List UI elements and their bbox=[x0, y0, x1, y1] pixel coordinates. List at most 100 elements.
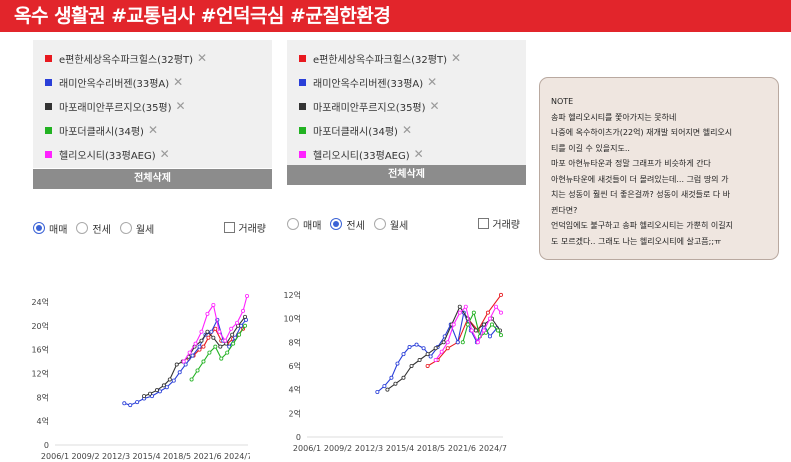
data-point bbox=[481, 322, 486, 327]
radio-dot bbox=[373, 218, 386, 230]
radio-monthly[interactable]: 월세 bbox=[119, 221, 154, 236]
clear-all-button[interactable]: 전체삭제 bbox=[287, 165, 526, 185]
data-point bbox=[495, 328, 500, 333]
data-point bbox=[445, 340, 450, 345]
radio-dot bbox=[76, 222, 89, 234]
data-point bbox=[201, 359, 206, 364]
data-point bbox=[219, 356, 224, 361]
note-line: 치는 성동이 훨씬 더 좋은걸까? 성동이 새것들로 다 바 bbox=[551, 190, 731, 199]
remove-icon[interactable]: ✕ bbox=[173, 75, 184, 89]
remove-icon[interactable]: ✕ bbox=[147, 123, 158, 137]
remove-icon[interactable]: ✕ bbox=[401, 123, 412, 137]
data-point bbox=[167, 377, 172, 382]
data-point bbox=[213, 344, 218, 349]
radio-label: 매매 bbox=[303, 220, 322, 232]
x-tick-label: 2006/1 bbox=[41, 452, 69, 461]
data-point bbox=[498, 333, 503, 338]
remove-icon[interactable]: ✕ bbox=[451, 51, 462, 65]
data-point bbox=[193, 341, 198, 346]
data-point bbox=[428, 354, 433, 359]
radio-sale[interactable]: 매매 bbox=[287, 217, 321, 232]
x-tick-label: 2021/6 bbox=[448, 444, 476, 453]
volume-checkbox[interactable] bbox=[224, 222, 236, 233]
legend-box: e편한세상옥수파크힐스(32평T) ✕ 래미안옥수리버젠(33평A) ✕ 마포래미안… bbox=[287, 40, 526, 168]
radio-sale[interactable]: 매매 bbox=[33, 221, 67, 236]
data-point bbox=[217, 329, 222, 334]
chart-panel-jeonse: e편한세상옥수파크힐스(32평T) ✕ 래미안옥수리버젠(33평A) ✕ 마포래미안… bbox=[283, 32, 537, 453]
legend-label: e편한세상옥수파크힐스(32평T) bbox=[313, 54, 447, 66]
radio-jeonse[interactable]: 전세 bbox=[330, 217, 365, 232]
data-point bbox=[197, 344, 202, 349]
data-point bbox=[190, 353, 195, 358]
legend-label: 래미안옥수리버젠(33평A) bbox=[313, 78, 424, 90]
data-point bbox=[409, 363, 414, 368]
legend-item[interactable]: e편한세상옥수파크힐스(32평T) ✕ bbox=[45, 46, 272, 70]
legend-item[interactable]: 마포래미안푸르지오(35평) ✕ bbox=[45, 94, 272, 118]
radio-dot bbox=[33, 222, 45, 234]
data-point bbox=[425, 352, 430, 357]
data-point bbox=[433, 358, 438, 363]
legend-item[interactable]: 마포래미안푸르지오(35평) ✕ bbox=[299, 94, 526, 118]
legend-item[interactable]: 마포더클래시(34평) ✕ bbox=[45, 118, 272, 142]
data-point bbox=[425, 363, 430, 368]
y-tick-label: 4억 bbox=[289, 385, 301, 395]
data-point bbox=[223, 338, 228, 343]
data-point bbox=[201, 344, 206, 349]
radio-dot bbox=[330, 218, 343, 230]
clear-all-button[interactable]: 전체삭제 bbox=[33, 169, 272, 189]
y-tick-label: 10억 bbox=[283, 314, 301, 324]
y-tick-label: 24억 bbox=[31, 297, 49, 307]
legend-item[interactable]: 래미안옥수리버젠(33평A) ✕ bbox=[45, 70, 272, 94]
radio-monthly[interactable]: 월세 bbox=[373, 217, 409, 232]
data-point bbox=[375, 390, 380, 395]
data-point bbox=[154, 388, 159, 393]
data-point bbox=[181, 359, 186, 364]
data-point bbox=[195, 368, 200, 373]
x-tick-label: 2012/3 bbox=[355, 444, 383, 453]
x-tick-label: 2021/6 bbox=[194, 452, 222, 461]
data-point bbox=[135, 400, 140, 405]
remove-icon[interactable]: ✕ bbox=[175, 99, 186, 113]
legend-box: e편한세상옥수파크힐스(32평T) ✕ 래미안옥수리버젠(33평A) ✕ 마포래미안… bbox=[33, 40, 272, 168]
remove-icon[interactable]: ✕ bbox=[159, 147, 170, 161]
legend-item[interactable]: e편한세상옥수파크힐스(32평T) ✕ bbox=[299, 46, 526, 70]
remove-icon[interactable]: ✕ bbox=[413, 147, 424, 161]
x-tick-label: 2024/7 bbox=[479, 444, 507, 453]
note-box: NOTE 송파 헬리오시티를 쫓아가지는 못하네 나중에 옥수하이츠가(22억)… bbox=[539, 77, 779, 260]
data-point bbox=[211, 335, 216, 340]
legend-swatch bbox=[45, 78, 52, 86]
data-point bbox=[225, 350, 230, 355]
data-point bbox=[243, 314, 248, 319]
legend-swatch bbox=[45, 150, 52, 158]
legend-item[interactable]: 래미안옥수리버젠(33평A) ✕ bbox=[299, 70, 526, 94]
legend-label: 마포래미안푸르지오(35평) bbox=[59, 102, 172, 114]
note-line: 송파 헬리오시티를 쫓아가지는 못하네 bbox=[551, 112, 677, 122]
radio-label: 월세 bbox=[389, 220, 409, 232]
volume-toggle[interactable]: 거래량 bbox=[478, 216, 520, 231]
x-tick-label: 2024/7 bbox=[224, 452, 250, 461]
note-line: 언덕임에도 불구하고 송파 헬리오시티는 가뿐히 이길지 bbox=[551, 221, 733, 230]
legend-item[interactable]: 헬리오시티(33평AEG) ✕ bbox=[45, 142, 272, 166]
legend-swatch bbox=[45, 126, 52, 134]
series-line bbox=[191, 325, 246, 380]
data-point bbox=[401, 375, 406, 380]
data-point bbox=[174, 362, 179, 367]
volume-checkbox[interactable] bbox=[478, 218, 490, 229]
y-tick-label: 0 bbox=[296, 433, 301, 442]
volume-toggle[interactable]: 거래량 bbox=[224, 220, 266, 235]
data-point bbox=[206, 335, 211, 340]
legend-item[interactable]: 마포더클래시(34평) ✕ bbox=[299, 118, 526, 142]
data-point bbox=[401, 352, 406, 357]
legend-label: 래미안옥수리버젠(33평A) bbox=[59, 78, 170, 90]
remove-icon[interactable]: ✕ bbox=[197, 51, 208, 65]
data-point bbox=[237, 332, 242, 337]
legend-item[interactable]: 헬리오시티(33평AEG) ✕ bbox=[299, 142, 526, 166]
data-point bbox=[407, 345, 412, 350]
x-tick-label: 2006/1 bbox=[293, 444, 321, 453]
x-tick-label: 2009/2 bbox=[324, 444, 352, 453]
remove-icon[interactable]: ✕ bbox=[429, 99, 440, 113]
radio-jeonse[interactable]: 전세 bbox=[76, 221, 111, 236]
data-point bbox=[161, 383, 166, 388]
remove-icon[interactable]: ✕ bbox=[427, 75, 438, 89]
volume-label: 거래량 bbox=[238, 224, 266, 235]
